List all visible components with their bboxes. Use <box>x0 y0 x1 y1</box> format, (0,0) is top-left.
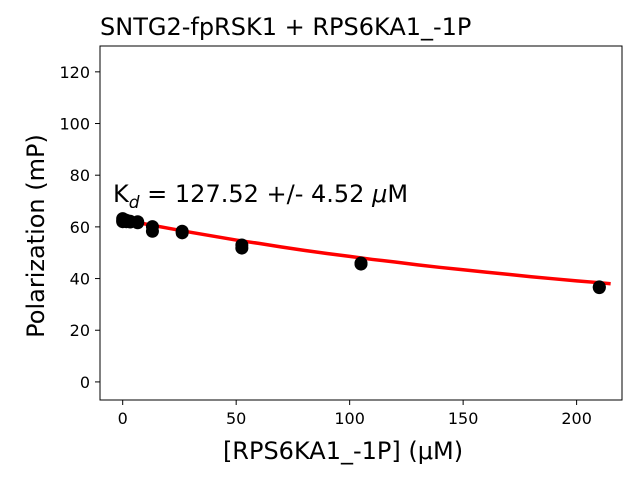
y-axis: 0 20 40 60 80 100 120 <box>59 63 100 392</box>
y-tick-label: 120 <box>59 63 90 82</box>
y-axis-title: Polarization (mP) <box>22 134 50 338</box>
kd-prefix: K <box>113 180 130 208</box>
x-tick-label: 150 <box>448 409 479 428</box>
kd-subscript: d <box>129 193 140 213</box>
y-tick-label: 20 <box>70 321 90 340</box>
x-tick-label: 200 <box>561 409 592 428</box>
data-point <box>235 241 249 255</box>
data-point <box>354 257 368 271</box>
kd-unit-rest: M <box>387 180 408 208</box>
y-tick-label: 0 <box>80 373 90 392</box>
data-point <box>145 224 159 238</box>
data-point <box>175 226 189 240</box>
chart-title: SNTG2-fpRSK1 + RPS6KA1_-1P <box>100 13 471 41</box>
x-tick-label: 100 <box>334 409 365 428</box>
kd-unit-mu: μ <box>371 180 387 208</box>
x-axis: 0 50 100 150 200 <box>118 400 592 428</box>
x-axis-title: [RPS6KA1_-1P] (μM) <box>223 437 463 465</box>
data-points <box>116 212 606 295</box>
data-point <box>592 281 606 295</box>
y-tick-label: 60 <box>70 218 90 237</box>
x-tick-label: 0 <box>118 409 128 428</box>
data-point <box>131 216 145 230</box>
kd-annotation: Kd = 127.52 +/- 4.52 μM <box>113 180 408 213</box>
kd-value: = 127.52 +/- 4.52 <box>140 180 373 208</box>
y-tick-label: 80 <box>70 166 90 185</box>
x-tick-label: 50 <box>226 409 246 428</box>
fit-curve <box>122 217 611 286</box>
plot-frame <box>99 45 623 401</box>
y-tick-label: 40 <box>70 270 90 289</box>
y-tick-label: 100 <box>59 115 90 134</box>
